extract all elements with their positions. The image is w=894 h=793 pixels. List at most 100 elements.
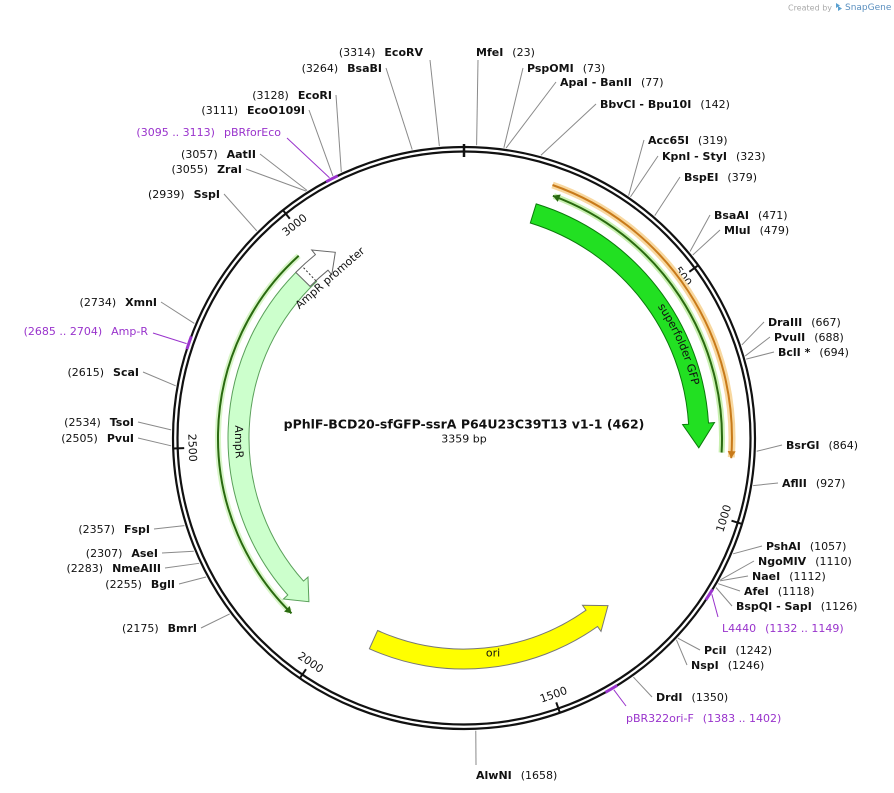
site-position: (2175) bbox=[122, 622, 159, 635]
site-name: EcoRV bbox=[384, 46, 423, 59]
site-position: (2939) bbox=[148, 188, 185, 201]
site-position: (688) bbox=[814, 331, 844, 344]
site-name: NspI bbox=[691, 659, 719, 672]
site-label: (2357) FspI bbox=[78, 523, 150, 536]
site-name: AflII bbox=[782, 477, 807, 490]
site-label: AflII (927) bbox=[782, 477, 845, 490]
site-position: (3095 .. 3113) bbox=[136, 126, 215, 139]
site-position: (2734) bbox=[80, 296, 117, 309]
site-leader bbox=[245, 168, 307, 192]
site-leader bbox=[153, 525, 185, 530]
site-name: AseI bbox=[131, 547, 158, 560]
site-label: BsaAI (471) bbox=[714, 209, 788, 222]
site-position: (2615) bbox=[67, 366, 104, 379]
site-position: (3128) bbox=[252, 89, 289, 102]
site-name: FspI bbox=[124, 523, 150, 536]
site-name: BspQI - SapI bbox=[736, 600, 812, 613]
site-name: DrdI bbox=[656, 691, 683, 704]
site-name: BspEI bbox=[684, 171, 718, 184]
site-name: MluI bbox=[724, 224, 751, 237]
site-name: NgoMIV bbox=[758, 555, 807, 568]
site-position: (3055) bbox=[172, 163, 209, 176]
site-name: ScaI bbox=[113, 366, 139, 379]
site-position: (3111) bbox=[201, 104, 238, 117]
site-position: (2505) bbox=[61, 432, 98, 445]
site-leader bbox=[720, 560, 755, 581]
site-leader bbox=[718, 583, 741, 592]
site-name: BsaAI bbox=[714, 209, 749, 222]
primer-leader bbox=[613, 689, 627, 707]
site-label: NgoMIV (1110) bbox=[758, 555, 852, 568]
site-label: BsrGI (864) bbox=[786, 439, 858, 452]
site-label: PshAI (1057) bbox=[766, 540, 846, 553]
site-label: PspOMI (73) bbox=[527, 62, 605, 75]
site-label: (3095 .. 3113) pBRforEco bbox=[136, 126, 281, 139]
feature-line bbox=[216, 255, 300, 615]
credit-prefix: Created by bbox=[788, 4, 832, 13]
site-name: PvuII bbox=[774, 331, 805, 344]
site-label: AlwNI (1658) bbox=[476, 769, 557, 782]
site-name: KpnI - StyI bbox=[662, 150, 727, 163]
tick-label: 2500 bbox=[185, 434, 199, 462]
site-leader bbox=[741, 321, 765, 346]
site-leader bbox=[505, 81, 557, 149]
feature-line bbox=[552, 194, 724, 453]
site-leader bbox=[429, 59, 440, 147]
feature-label: superfolder GFP bbox=[656, 301, 703, 387]
site-name: NaeI bbox=[752, 570, 780, 583]
feature-label: ori bbox=[486, 647, 500, 660]
site-position: (77) bbox=[641, 76, 664, 89]
site-position: (1350) bbox=[692, 691, 729, 704]
site-leader bbox=[628, 139, 645, 196]
site-leader bbox=[654, 176, 681, 216]
site-leader bbox=[200, 613, 230, 629]
site-position: (1246) bbox=[728, 659, 765, 672]
site-leader bbox=[476, 59, 479, 146]
feature-line-head bbox=[284, 606, 292, 614]
feature-label-path: superfolder GFP bbox=[656, 301, 703, 387]
site-position: (2307) bbox=[86, 547, 123, 560]
site-position: (1383 .. 1402) bbox=[703, 712, 782, 725]
credit-brand: SnapGene bbox=[845, 3, 892, 13]
site-label: (2255) BglI bbox=[105, 578, 175, 591]
site-name: ApaI - BanII bbox=[560, 76, 632, 89]
site-label: BclI * (694) bbox=[778, 346, 849, 359]
site-label: PciI (1242) bbox=[704, 644, 772, 657]
site-label: (3111) EcoO109I bbox=[201, 104, 305, 117]
site-leader bbox=[756, 444, 783, 452]
site-label: KpnI - StyI (323) bbox=[662, 150, 766, 163]
site-name: AatII bbox=[227, 148, 256, 161]
site-name: ZraI bbox=[217, 163, 242, 176]
site-label: (2505) PvuI bbox=[61, 432, 134, 445]
site-position: (1057) bbox=[810, 540, 847, 553]
site-name: PshAI bbox=[766, 540, 801, 553]
tick-mark bbox=[688, 264, 699, 273]
site-leader bbox=[746, 351, 775, 360]
site-name: BclI * bbox=[778, 346, 811, 359]
site-label: (2175) BmrI bbox=[122, 622, 197, 635]
site-leader bbox=[161, 550, 194, 554]
site-label: PvuII (688) bbox=[774, 331, 844, 344]
site-position: (1658) bbox=[521, 769, 558, 782]
site-leader bbox=[719, 575, 749, 582]
site-position: (142) bbox=[700, 98, 730, 111]
site-label: (2615) ScaI bbox=[67, 366, 139, 379]
site-position: (1110) bbox=[815, 555, 852, 568]
feature-label: AmpR bbox=[232, 425, 246, 459]
tick-label: 1000 bbox=[714, 503, 735, 534]
site-label: AfeI (1118) bbox=[744, 585, 814, 598]
site-name: pBRforEco bbox=[224, 126, 281, 139]
site-position: (2283) bbox=[67, 562, 104, 575]
site-label: DrdI (1350) bbox=[656, 691, 728, 704]
site-name: BglI bbox=[151, 578, 175, 591]
site-leader bbox=[715, 587, 733, 607]
site-label: BspQI - SapI (1126) bbox=[736, 600, 857, 613]
site-name: L4440 bbox=[722, 622, 756, 635]
site-position: (1242) bbox=[735, 644, 772, 657]
feature-arrow bbox=[295, 249, 336, 288]
site-label: MfeI (23) bbox=[476, 46, 535, 59]
site-position: (479) bbox=[760, 224, 790, 237]
site-leader bbox=[164, 562, 200, 569]
site-position: (667) bbox=[811, 316, 841, 329]
site-position: (1118) bbox=[778, 585, 815, 598]
